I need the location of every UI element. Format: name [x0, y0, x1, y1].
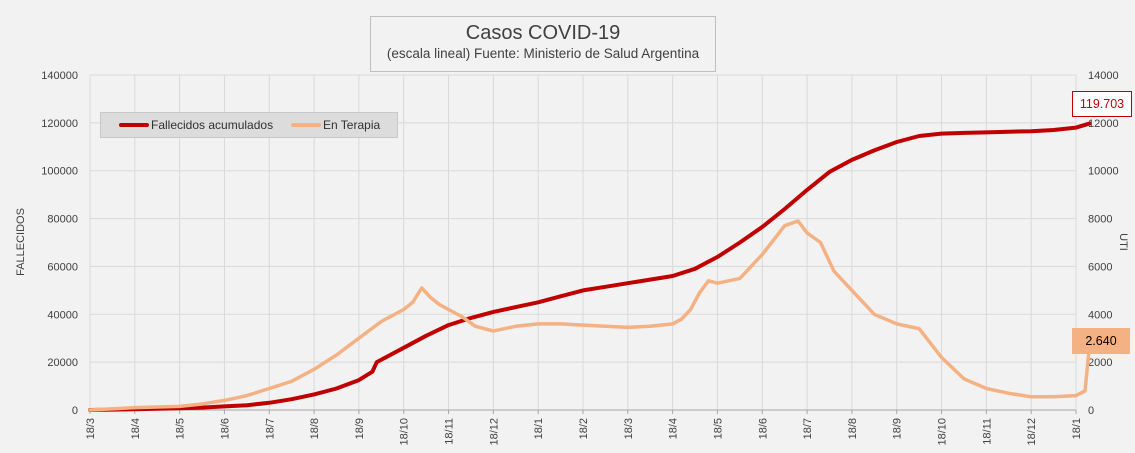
- x-tick-label: 18/7: [802, 418, 814, 439]
- x-tick-label: 18/4: [668, 418, 680, 439]
- x-tick-label: 18/11: [444, 418, 456, 445]
- x-tick-label: 18/3: [623, 418, 635, 439]
- axes: 0 0 20000 2000 40000 4000 60000 6000 80000 8000 10…: [41, 70, 1118, 446]
- y-tick-label-right: 10000: [1088, 166, 1119, 178]
- y-tick-label-right: 2000: [1088, 357, 1112, 369]
- x-tick-label: 18/8: [847, 418, 859, 439]
- y-axis-title-right: UTI: [1117, 233, 1129, 251]
- x-tick-label: 18/4: [130, 418, 142, 439]
- x-tick-label: 18/5: [175, 418, 187, 439]
- x-tick-label: 18/12: [1026, 418, 1038, 446]
- y-tick-label-right: 6000: [1088, 261, 1112, 273]
- legend-swatch-fallecidos: [119, 123, 149, 127]
- series-line-fallecidos: [88, 121, 1092, 412]
- x-tick-label: 18/1: [1071, 418, 1083, 439]
- x-tick-label: 18/10: [399, 418, 411, 446]
- x-tick-label: 18/2: [578, 418, 590, 439]
- y-tick-label-left: 120000: [41, 118, 78, 130]
- legend-label-fallecidos: Fallecidos acumulados: [151, 118, 274, 132]
- chart-title: Casos COVID-19: [465, 22, 621, 44]
- y-tick-label-left: 100000: [41, 166, 78, 178]
- x-tick-label: 18/11: [981, 418, 993, 445]
- x-tick-label: 18/9: [892, 418, 904, 439]
- chart-subtitle: (escala lineal) Fuente: Ministerio de Sa…: [386, 46, 700, 61]
- x-tick-label: 18/6: [757, 418, 769, 439]
- legend-label-terapia: En Terapia: [323, 118, 381, 132]
- y-tick-label-left: 40000: [47, 309, 78, 321]
- x-tick-label: 18/7: [264, 418, 276, 439]
- y-tick-label-left: 60000: [47, 261, 78, 273]
- y-axis-title-left: FALLECIDOS: [15, 208, 27, 276]
- series-line-terapia: [88, 219, 1092, 412]
- y-tick-label-right: 14000: [1088, 70, 1119, 82]
- y-tick-label-right: 0: [1088, 405, 1094, 417]
- y-tick-label-right: 12000: [1088, 118, 1119, 130]
- x-tick-label: 18/3: [85, 418, 97, 439]
- x-tick-label: 18/6: [219, 418, 231, 439]
- last-value-fallecidos: 119.703: [1072, 91, 1132, 117]
- y-tick-label-right: 4000: [1088, 309, 1112, 321]
- x-tick-label: 18/8: [309, 418, 321, 439]
- y-tick-label-left: 0: [72, 405, 78, 417]
- series-lines: [88, 121, 1092, 412]
- legend-swatch-terapia: [291, 123, 321, 127]
- y-tick-label-left: 20000: [47, 357, 78, 369]
- x-tick-label: 18/10: [937, 418, 949, 446]
- y-tick-label-left: 80000: [47, 214, 78, 226]
- x-tick-label: 18/9: [354, 418, 366, 439]
- x-tick-label: 18/5: [712, 418, 724, 439]
- x-tick-label: 18/12: [488, 418, 500, 446]
- chart-title-box: Casos COVID-19 (escala lineal) Fuente: M…: [370, 16, 716, 72]
- y-tick-label-right: 8000: [1088, 214, 1112, 226]
- x-tick-label: 18/1: [533, 418, 545, 439]
- legend: Fallecidos acumulados En Terapia: [100, 112, 398, 138]
- y-tick-label-left: 140000: [41, 70, 78, 82]
- last-value-terapia: 2.640: [1072, 328, 1130, 354]
